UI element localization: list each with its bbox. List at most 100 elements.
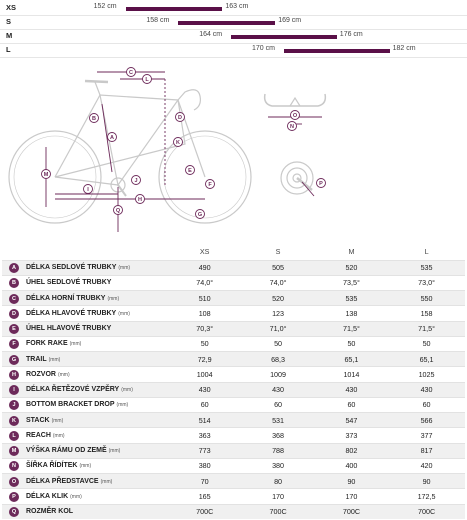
size-to: 169 cm (278, 17, 302, 24)
row-code-cell: I (2, 381, 26, 398)
size-row-divider (0, 15, 467, 16)
row-name: BOTTOM BRACKET DROP (26, 401, 115, 409)
diagram-badge-label: P (319, 181, 323, 187)
row-value: 380 (168, 457, 242, 474)
row-unit: (mm) (118, 310, 130, 317)
table-row: D DÉLKA HLAVOVÉ TRUBKY (mm) 108 123 138 158 (2, 305, 465, 321)
diagram-badge-label: C (129, 70, 133, 76)
diagram-badge-j (131, 175, 141, 185)
row-name-cell: VÝŠKA RÁMU OD ZEMĚ (mm) (26, 442, 168, 459)
row-name-cell: TRAIL (mm) (26, 350, 168, 367)
row-unit: (mm) (69, 341, 82, 348)
row-value: 700C (388, 503, 465, 520)
row-name-cell: BOTTOM BRACKET DROP (mm) (26, 396, 168, 413)
row-value: 65,1 (388, 350, 465, 367)
diagram-badge-label: D (178, 115, 182, 121)
row-value: 138 (314, 305, 389, 321)
table-row: B ÚHEL SEDLOVÉ TRUBKY 74,0° 74,0° 73,5° 73,0° (2, 274, 465, 291)
size-label: S (6, 17, 12, 26)
row-value: 430 (314, 381, 389, 398)
diagram-badge-label: N (290, 124, 294, 130)
size-to: 163 cm (225, 3, 249, 10)
table-row: J BOTTOM BRACKET DROP (mm) 60 60 60 60 (2, 396, 465, 413)
row-value: 50 (168, 335, 242, 352)
row-code-cell: K (2, 411, 26, 428)
row-value: 535 (314, 289, 389, 306)
header-size-xs: XS (168, 244, 242, 260)
row-value: 566 (388, 411, 465, 428)
row-value: 170 (314, 488, 389, 504)
row-value: 520 (241, 289, 315, 306)
table-row: O DÉLKA PŘEDSTAVCE (mm) 70 80 90 90 (2, 472, 465, 489)
front-wheel (158, 130, 252, 224)
row-value: 520 (314, 259, 389, 276)
row-value: 700C (241, 503, 315, 520)
diagram-badge-p (316, 178, 326, 188)
row-value: 71,5° (388, 320, 465, 337)
size-row-divider (0, 43, 467, 44)
row-value: 170 (241, 488, 315, 504)
row-name: REACH (26, 431, 51, 439)
size-row-divider (0, 29, 467, 30)
row-value: 108 (168, 305, 242, 321)
row-name-cell: ÚHEL SEDLOVÉ TRUBKY (26, 274, 168, 291)
row-code-cell: N (2, 457, 26, 474)
row-code-badge: N (9, 461, 19, 472)
diagram-badge-label: O (293, 113, 298, 119)
row-code-cell: J (2, 396, 26, 413)
row-code-badge: C (9, 293, 19, 304)
table-row: F FORK RAKE (mm) 50 50 50 50 (2, 335, 465, 352)
diagram-badge-b (89, 113, 99, 123)
row-name: DÉLKA HORNÍ TRUBKY (26, 294, 106, 302)
row-code-cell: G (2, 350, 26, 367)
row-unit: (mm) (52, 432, 65, 439)
size-label: L (6, 45, 11, 54)
row-unit: (mm) (121, 387, 133, 394)
diagram-badge-o (290, 110, 300, 120)
row-value: 1014 (314, 366, 389, 382)
row-code-badge: H (9, 369, 19, 380)
diagram-badge-label: K (176, 140, 180, 146)
header-size-s: S (241, 244, 315, 260)
row-value: 400 (314, 457, 389, 474)
row-value: 700C (168, 503, 242, 520)
row-code-cell: B (2, 274, 26, 291)
row-value: 363 (168, 427, 242, 443)
row-value: 700C (314, 503, 389, 520)
diagram-badge-label: M (44, 172, 49, 178)
row-name: DÉLKA SEDLOVÉ TRUBKY (26, 264, 117, 272)
row-value: 65,1 (314, 350, 389, 367)
size-chart-row: M 164 cm 176 cm (0, 30, 467, 44)
table-row: M VÝŠKA RÁMU OD ZEMĚ (mm) 773 788 802 817 (2, 442, 465, 459)
table-row: N ŠÍŘKA ŘÍDÍTEK (mm) 380 380 400 420 (2, 457, 465, 474)
row-name-cell: REACH (mm) (26, 427, 168, 443)
row-unit: (mm) (108, 448, 121, 455)
row-value: 490 (168, 259, 242, 276)
row-code-cell: D (2, 305, 26, 321)
row-code-badge: E (9, 324, 19, 335)
row-name-cell: DÉLKA HLAVOVÉ TRUBKY (mm) (26, 305, 168, 321)
row-code-cell: H (2, 366, 26, 382)
row-value: 74,0° (168, 274, 242, 291)
row-value: 430 (168, 381, 242, 398)
diagram-badge-label: L (145, 77, 149, 83)
row-value: 158 (388, 305, 465, 321)
diagram-badge-label: A (110, 135, 114, 141)
row-value: 73,5° (314, 274, 389, 291)
size-from: 164 cm (199, 31, 223, 38)
diagram-badge-a (107, 132, 117, 142)
row-name: STACK (26, 416, 50, 424)
diagram-badge-label: Q (116, 208, 121, 214)
row-unit: (mm) (118, 265, 131, 272)
row-code-cell: Q (2, 503, 26, 520)
diagram-badge-l (142, 74, 152, 84)
geometry-table: XS S M L A DÉLKA SEDLOVÉ TRUBKY (mm) 490 505… (2, 244, 465, 520)
size-chart-row: XS 152 cm 163 cm (0, 2, 467, 16)
row-value: 550 (388, 289, 465, 306)
row-value: 430 (388, 381, 465, 398)
row-code-badge: J (9, 400, 19, 411)
diagram-badge-label: G (198, 212, 202, 218)
row-unit: (mm) (100, 478, 113, 485)
size-from: 170 cm (252, 45, 275, 52)
row-code-cell: F (2, 335, 26, 352)
